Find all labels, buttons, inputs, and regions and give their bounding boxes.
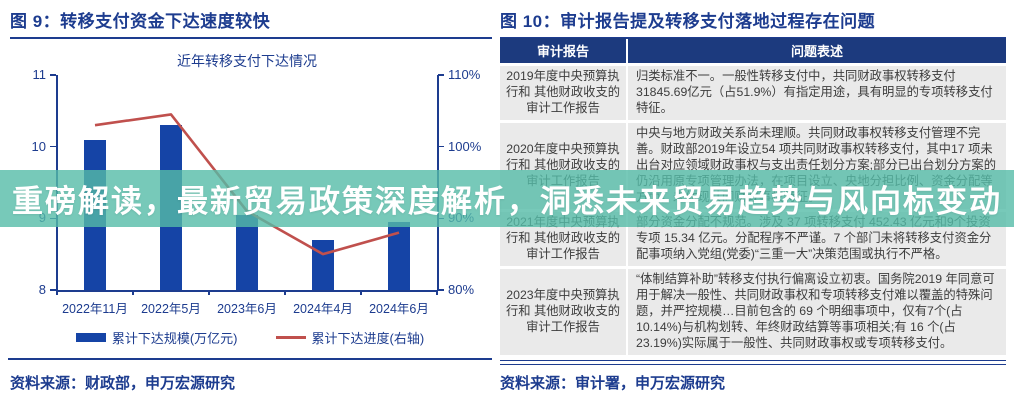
x-axis-tick bbox=[56, 290, 58, 295]
x-axis-label: 2023年6月 bbox=[217, 302, 277, 316]
issue-cell: 归类标准不一。一般性转移支付中，共同财政事权转移支付31845.69亿元（占51… bbox=[628, 66, 1006, 120]
figure9-legend: 累计下达规模(万亿元) 累计下达进度(右轴) bbox=[8, 328, 492, 347]
figure10-separator-line bbox=[500, 360, 1006, 365]
x-axis-tick bbox=[284, 290, 286, 295]
x-axis-label: 2024年6月 bbox=[369, 302, 429, 316]
table-header-issue: 问题表述 bbox=[628, 38, 1006, 63]
x-axis-label: 2022年11月 bbox=[62, 302, 128, 316]
legend-label: 累计下达规模(万亿元) bbox=[111, 331, 238, 346]
x-axis-label: 2024年4月 bbox=[293, 302, 353, 316]
report-cell: 2019年度中央预算执行和 其他财政收支的审计工作报告 bbox=[500, 66, 626, 120]
y-axis-right-tick-label: 110% bbox=[448, 67, 481, 82]
legend-item: 累计下达进度(右轴) bbox=[275, 328, 425, 347]
x-axis bbox=[56, 290, 438, 292]
figure9-separator-line bbox=[8, 358, 492, 360]
figure9-source: 资料来源：财政部，申万宏源研究 bbox=[10, 375, 236, 392]
y-axis-right-tick-label: 80% bbox=[448, 282, 475, 297]
y-axis-tick bbox=[50, 145, 56, 148]
legend-bar-swatch bbox=[75, 333, 106, 342]
x-axis-tick bbox=[436, 290, 438, 295]
x-axis-tick bbox=[360, 290, 362, 295]
y-axis-tick bbox=[50, 74, 56, 76]
figure9-chart-title: 近年转移支付下达情况 bbox=[177, 53, 317, 69]
y-axis-tick-label: 11 bbox=[32, 67, 47, 82]
y-axis-right-tick bbox=[438, 289, 444, 291]
table-row: 2019年度中央预算执行和 其他财政收支的审计工作报告 归类标准不一。一般性转移支… bbox=[500, 66, 1006, 120]
promo-banner-text: 重磅解读，最新贸易政策深度解析，洞悉未来贸易趋势与风向标变动 bbox=[12, 184, 1002, 219]
y-axis-tick-label: 10 bbox=[31, 138, 46, 154]
promo-banner-overlay: 重磅解读，最新贸易政策深度解析，洞悉未来贸易趋势与风向标变动 bbox=[0, 170, 1014, 227]
figure9-title: 图 9：转移支付资金下达速度较快 bbox=[10, 7, 492, 39]
y-axis-right-tick bbox=[438, 145, 444, 148]
table-header-row: 审计报告 问题表述 bbox=[500, 38, 1006, 63]
issue-cell: “体制结算补助”转移支付执行偏离设立初衷。国务院2019 年同意可用于解决一般性… bbox=[628, 268, 1006, 355]
y-axis-tick bbox=[50, 289, 56, 291]
x-axis-tick bbox=[132, 290, 134, 295]
legend-item: 累计下达规模(万亿元) bbox=[75, 328, 238, 347]
x-axis-tick bbox=[208, 290, 210, 295]
table-header-report: 审计报告 bbox=[500, 38, 626, 63]
figure10-source: 资料来源：审计署，申万宏源研究 bbox=[500, 375, 726, 392]
y-axis-right-tick-label: 100% bbox=[448, 138, 482, 154]
figure10-title: 图 10：审计报告提及转移支付落地过程存在问题 bbox=[500, 7, 1006, 39]
table-row: 2023年度中央预算执行和 其他财政收支的审计工作报告 “体制结算补助”转移支付执… bbox=[500, 268, 1006, 355]
x-axis-label: 2022年5月 bbox=[141, 302, 201, 316]
chart-bar bbox=[388, 221, 410, 290]
y-axis-right-tick bbox=[438, 74, 444, 76]
legend-label: 累计下达进度(右轴) bbox=[311, 331, 425, 346]
chart-bar bbox=[312, 239, 334, 290]
legend-line-swatch bbox=[275, 336, 306, 339]
y-axis-tick-label: 8 bbox=[38, 282, 46, 297]
report-cell: 2023年度中央预算执行和 其他财政收支的审计工作报告 bbox=[500, 268, 626, 355]
